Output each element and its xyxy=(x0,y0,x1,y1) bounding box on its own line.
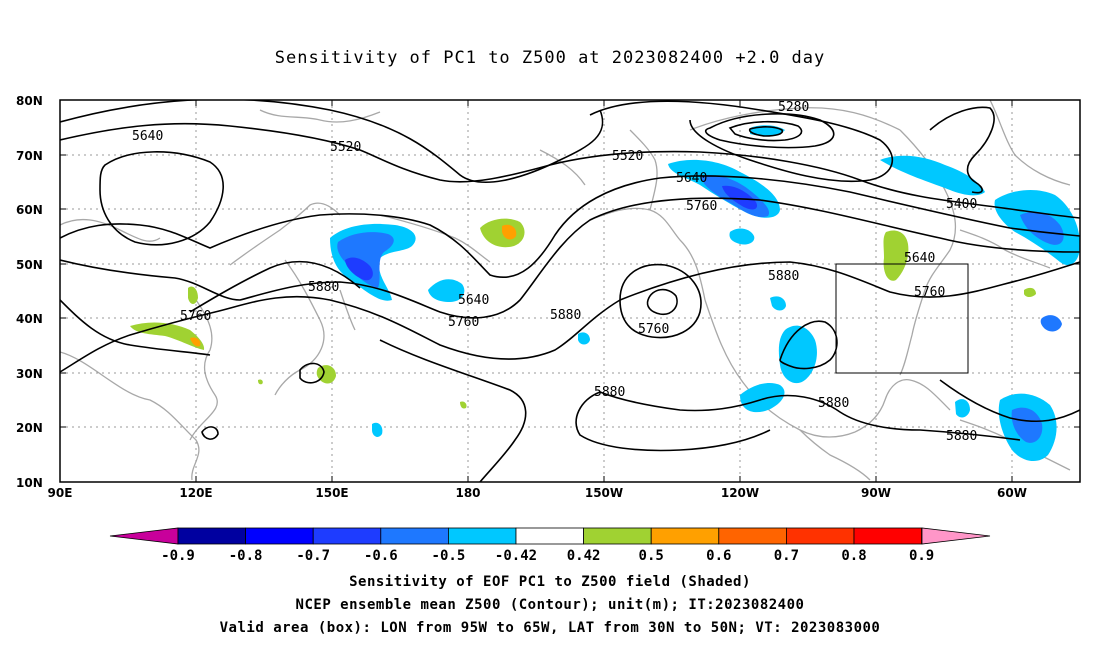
lon-tick-label: 150E xyxy=(315,486,348,500)
contour-label: 5520 xyxy=(612,149,643,164)
contour-label: 5760 xyxy=(686,199,717,214)
colorbar-segment xyxy=(312,527,382,545)
lat-tick-label: 70N xyxy=(16,149,43,163)
contour-labels: 5280 5400 5520 5520 5640 5640 5640 5640 … xyxy=(132,100,977,444)
lon-tick-label: 180 xyxy=(455,486,480,500)
contour-label: 5640 xyxy=(132,129,163,144)
contour-label: 5760 xyxy=(180,309,211,324)
colorbar-segment xyxy=(718,527,787,545)
positive-sensitivity-patch xyxy=(460,401,467,409)
negative-sensitivity-patch xyxy=(722,185,758,210)
lon-tick-label: 150W xyxy=(585,486,623,500)
colorbar-label: -0.6 xyxy=(364,548,398,564)
lon-tick-label: 90E xyxy=(48,486,73,500)
colorbar-label: -0.5 xyxy=(432,548,466,564)
coastlines xyxy=(60,100,1071,481)
colorbar-segment xyxy=(177,527,246,545)
map-title: Sensitivity of PC1 to Z500 at 2023082400… xyxy=(274,48,826,68)
latitude-labels: 80N 70N 60N 50N 40N 30N 20N 10N xyxy=(16,94,43,490)
contour-label: 5640 xyxy=(458,293,489,308)
colorbar-label: 0.9 xyxy=(909,548,934,564)
positive-sensitivity-patch xyxy=(258,379,263,385)
negative-sensitivity-patch xyxy=(578,332,590,345)
colorbar-over-arrow xyxy=(921,527,991,545)
colorbar-label: -0.7 xyxy=(296,548,330,564)
positive-sensitivity-patch xyxy=(1024,287,1036,297)
colorbar-segment xyxy=(380,527,449,545)
contour-label: 5640 xyxy=(676,171,707,186)
contour-label: 5880 xyxy=(768,269,799,284)
lat-tick-label: 40N xyxy=(16,312,43,326)
lon-tick-label: 120E xyxy=(179,486,212,500)
contour-label: 5880 xyxy=(308,280,339,295)
positive-sensitivity-patch xyxy=(188,286,198,304)
colorbar-under-arrow xyxy=(109,527,179,545)
negative-sensitivity-patch xyxy=(770,296,786,311)
map-frame xyxy=(59,99,1081,483)
colorbar-label: 0.6 xyxy=(706,548,731,564)
lat-tick-label: 60N xyxy=(16,203,43,217)
caption-line-2: NCEP ensemble mean Z500 (Contour); unit(… xyxy=(295,597,805,613)
contour-label: 5880 xyxy=(594,385,625,400)
negative-sensitivity-patch xyxy=(1040,315,1062,332)
contour-label: 5880 xyxy=(818,396,849,411)
negative-sensitivity-patch xyxy=(1020,211,1064,245)
colorbar-labels: -0.9 -0.8 -0.7 -0.6 -0.5 -0.42 0.42 0.5 0.6 0.7 0.… xyxy=(161,548,934,564)
negative-sensitivity-patch xyxy=(345,257,373,281)
valid-area-box xyxy=(835,263,969,374)
caption-line-1: Sensitivity of EOF PC1 to Z500 field (Sh… xyxy=(349,574,751,590)
positive-sensitivity-patch xyxy=(480,218,525,248)
contour-label: 5400 xyxy=(946,197,977,212)
contour-label: 5880 xyxy=(946,429,977,444)
caption-line-3: Valid area (box): LON from 95W to 65W, L… xyxy=(219,620,881,636)
colorbar-label: -0.9 xyxy=(161,548,195,564)
negative-sensitivity-patch xyxy=(880,155,985,196)
colorbar-label: 0.42 xyxy=(567,548,601,564)
colorbar-segment xyxy=(245,527,314,545)
lon-tick-label: 120W xyxy=(721,486,759,500)
colorbar-label: -0.42 xyxy=(495,548,537,564)
colorbar-label: 0.5 xyxy=(639,548,664,564)
negative-sensitivity-patch xyxy=(729,228,755,245)
contour-label: 5760 xyxy=(448,315,479,330)
colorbar-segment xyxy=(515,527,584,545)
colorbar-label: -0.8 xyxy=(229,548,263,564)
contour-label: 5760 xyxy=(914,285,945,300)
colorbar-segment xyxy=(583,527,652,545)
lon-tick-label: 60W xyxy=(997,486,1027,500)
lat-tick-label: 50N xyxy=(16,258,43,272)
negative-sensitivity-patch xyxy=(337,232,394,288)
contour-label: 5520 xyxy=(330,140,361,155)
lat-tick-label: 20N xyxy=(16,421,43,435)
negative-sensitivity-patch xyxy=(428,279,465,302)
contour-label: 5640 xyxy=(904,251,935,266)
colorbar-segment xyxy=(650,527,720,545)
positive-sensitivity-patch xyxy=(883,230,909,281)
colorbar-label: 0.8 xyxy=(841,548,866,564)
axis-ticks xyxy=(60,99,1080,483)
colorbar-segment xyxy=(447,527,517,545)
negative-sensitivity-patch xyxy=(372,422,383,437)
colorbar-segment xyxy=(853,527,922,545)
contour-label: 5280 xyxy=(778,100,809,115)
longitude-labels: 90E 120E 150E 180 150W 120W 90W 60W xyxy=(48,486,1027,500)
z500-contours xyxy=(60,100,1080,482)
negative-sensitivity-patch xyxy=(955,399,970,418)
lat-tick-label: 30N xyxy=(16,367,43,381)
colorbar-segments xyxy=(177,527,922,545)
negative-sensitivity-patch xyxy=(740,383,785,413)
positive-sensitivity-patch xyxy=(190,337,201,347)
negative-sensitivity-patch xyxy=(1011,407,1043,443)
lat-tick-label: 10N xyxy=(16,476,43,490)
contour-label: 5880 xyxy=(550,308,581,323)
colorbar-segment xyxy=(786,527,855,545)
grid-lines xyxy=(60,100,1080,482)
lon-tick-label: 90W xyxy=(861,486,891,500)
lat-tick-label: 80N xyxy=(16,94,43,108)
colorbar: -0.9 -0.8 -0.7 -0.6 -0.5 -0.42 0.42 0.5 0.6 0.7 0.… xyxy=(109,527,991,564)
contour-label: 5760 xyxy=(638,322,669,337)
colorbar-label: 0.7 xyxy=(774,548,799,564)
positive-sensitivity-patch xyxy=(502,224,517,240)
